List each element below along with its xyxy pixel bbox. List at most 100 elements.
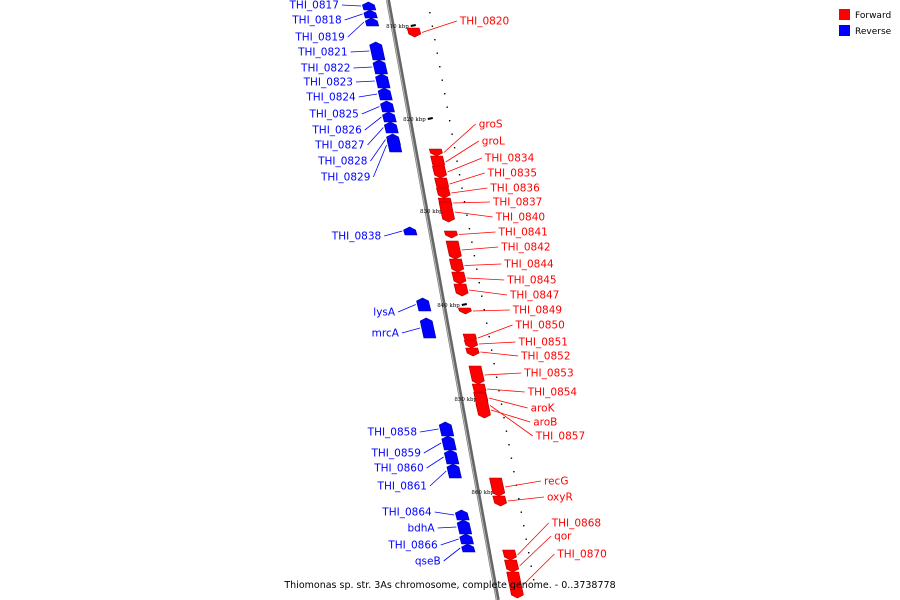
gene-label-thi_0827[interactable]: THI_0827 <box>314 140 364 152</box>
gene-arrow-thi_0847[interactable] <box>453 283 469 297</box>
gene-label-thi_0857[interactable]: THI_0857 <box>535 431 585 443</box>
gene-label-thi_0834[interactable]: THI_0834 <box>484 153 535 165</box>
gene-arrow-thi_0823[interactable] <box>375 73 391 89</box>
gene-label-thi_0870[interactable]: THI_0870 <box>556 549 606 561</box>
gene-arrow-thi_0829[interactable] <box>386 137 403 153</box>
gene-arrow-mrca[interactable] <box>419 317 437 339</box>
gene-label-oxyr[interactable]: oxyR <box>547 492 573 504</box>
gene-label-thi_0859[interactable]: THI_0859 <box>371 448 421 460</box>
gene-label-grol[interactable]: groL <box>482 136 505 148</box>
gene-label-thi_0841[interactable]: THI_0841 <box>497 227 547 239</box>
gene-arrow-thi_0822[interactable] <box>372 59 388 75</box>
leader-thi_0841 <box>458 231 496 235</box>
gene-label-thi_0820[interactable]: THI_0820 <box>459 16 509 28</box>
gene-arrow-thi_0826[interactable] <box>382 111 397 123</box>
gene-arrow-thi_0859[interactable] <box>441 435 457 451</box>
gene-label-thi_0828[interactable]: THI_0828 <box>317 156 367 168</box>
gene-arrow-thi_0845[interactable] <box>451 271 467 285</box>
gene-arrow-thi_0853[interactable] <box>468 365 485 385</box>
gene-label-qseb[interactable]: qseB <box>415 556 441 568</box>
gene-arrow-thi_0870[interactable] <box>506 571 524 599</box>
gene-label-thi_0850[interactable]: THI_0850 <box>514 320 564 332</box>
gene-arrow-thi_0866[interactable] <box>459 533 474 545</box>
gene-label-thi_0826[interactable]: THI_0826 <box>311 125 362 137</box>
gene-arrow-thi_0824[interactable] <box>377 87 393 101</box>
gene-arrow-thi_0820[interactable] <box>406 27 422 38</box>
gene-label-thi_0851[interactable]: THI_0851 <box>518 337 568 349</box>
gene-label-thi_0819[interactable]: THI_0819 <box>294 32 344 44</box>
gene-label-thi_0866[interactable]: THI_0866 <box>387 540 438 552</box>
gene-label-thi_0837[interactable]: THI_0837 <box>492 197 542 209</box>
leader-gros <box>443 123 476 153</box>
gene-label-thi_0861[interactable]: THI_0861 <box>377 481 427 493</box>
gene-label-thi_0858[interactable]: THI_0858 <box>367 427 417 439</box>
gene-label-mrca[interactable]: mrcA <box>372 328 400 340</box>
gene-label-thi_0849[interactable]: THI_0849 <box>512 305 562 317</box>
minor-tick <box>488 336 490 338</box>
gene-arrow-thi_0864[interactable] <box>454 509 470 521</box>
gene-label-thi_0844[interactable]: THI_0844 <box>503 259 554 271</box>
gene-label-thi_0860[interactable]: THI_0860 <box>373 463 423 475</box>
gene-arrow-thi_0840[interactable] <box>438 201 455 223</box>
gene-arrow-thi_0821[interactable] <box>369 41 386 61</box>
gene-label-thi_0829[interactable]: THI_0829 <box>320 172 370 184</box>
gene-label-thi_0853[interactable]: THI_0853 <box>523 368 573 380</box>
gene-arrow-gros[interactable] <box>428 148 443 157</box>
gene-label-thi_0824[interactable]: THI_0824 <box>305 92 356 104</box>
gene-label-thi_0847[interactable]: THI_0847 <box>509 290 559 302</box>
minor-tick <box>434 39 436 41</box>
gene-label-thi_0835[interactable]: THI_0835 <box>487 168 537 180</box>
leader-thi_0827 <box>367 127 384 146</box>
gene-label-thi_0836[interactable]: THI_0836 <box>489 183 540 195</box>
gene-label-lysa[interactable]: lysA <box>373 307 396 319</box>
gene-arrow-recg[interactable] <box>489 477 506 497</box>
gene-arrow-thi_0819[interactable] <box>364 17 380 27</box>
gene-arrow-lysa[interactable] <box>416 297 432 312</box>
gene-label-thi_0868[interactable]: THI_0868 <box>551 518 601 530</box>
gene-label-thi_0822[interactable]: THI_0822 <box>300 63 350 75</box>
gene-label-arok[interactable]: aroK <box>531 403 556 415</box>
gene-arrow-thi_0817[interactable] <box>362 1 377 11</box>
gene-label-thi_0845[interactable]: THI_0845 <box>506 275 556 287</box>
gene-arrow-oxyr[interactable] <box>492 495 507 507</box>
gene-arrow-thi_0834[interactable] <box>431 165 447 179</box>
gene-label-thi_0842[interactable]: THI_0842 <box>500 242 550 254</box>
gene-label-thi_0821[interactable]: THI_0821 <box>297 47 347 59</box>
gene-label-thi_0825[interactable]: THI_0825 <box>308 109 358 121</box>
gene-label-arob[interactable]: aroB <box>533 417 557 429</box>
gene-arrow-thi_0852[interactable] <box>465 347 480 357</box>
gene-label-thi_0854[interactable]: THI_0854 <box>527 387 578 399</box>
gene-label-qor[interactable]: qor <box>554 531 572 543</box>
gene-label-gros[interactable]: groS <box>479 119 503 131</box>
gene-arrow-thi_0838[interactable] <box>403 226 418 236</box>
minor-tick <box>446 106 448 108</box>
gene-label-thi_0838[interactable]: THI_0838 <box>331 231 381 243</box>
minor-tick <box>471 241 473 243</box>
gene-arrow-qor[interactable] <box>504 559 520 573</box>
gene-arrow-thi_0842[interactable] <box>445 240 462 260</box>
gene-arrow-qseb[interactable] <box>461 543 476 553</box>
gene-label-thi_0852[interactable]: THI_0852 <box>520 351 570 363</box>
gene-arrow-thi_0841[interactable] <box>443 230 458 239</box>
gene-label-thi_0840[interactable]: THI_0840 <box>495 212 545 224</box>
gene-label-bdha[interactable]: bdhA <box>407 523 435 535</box>
gene-arrow-thi_0860[interactable] <box>444 449 460 465</box>
gene-label-thi_0823[interactable]: THI_0823 <box>303 77 353 89</box>
gene-arrow-thi_0858[interactable] <box>438 421 455 437</box>
gene-arrow-thi_0849[interactable] <box>457 307 472 315</box>
gene-arrow-thi_0851[interactable] <box>463 339 479 349</box>
gene-label-recg[interactable]: recG <box>544 476 568 488</box>
gene-label-thi_0818[interactable]: THI_0818 <box>291 15 341 27</box>
gene-arrow-thi_0827[interactable] <box>383 121 399 134</box>
gene-arrow-thi_0825[interactable] <box>380 100 395 113</box>
leader-thi_0818 <box>344 13 363 21</box>
gene-arrow-thi_0836[interactable] <box>436 187 451 199</box>
gene-arrow-thi_0844[interactable] <box>449 258 465 273</box>
gene-arrow-bdha[interactable] <box>456 519 473 535</box>
gene-arrow-thi_0818[interactable] <box>363 9 378 19</box>
gene-label-thi_0817[interactable]: THI_0817 <box>289 0 339 12</box>
gene-arrow-thi_0861[interactable] <box>446 463 462 479</box>
gene-arrow-thi_0857[interactable] <box>473 392 491 419</box>
gene-label-thi_0864[interactable]: THI_0864 <box>381 507 432 519</box>
gene-arrow-thi_0868[interactable] <box>502 549 517 561</box>
